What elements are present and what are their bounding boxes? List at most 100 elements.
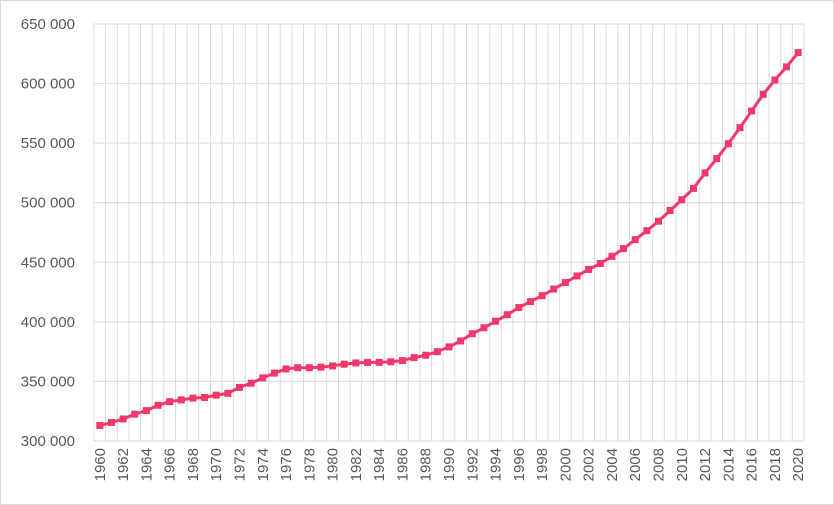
- data-point-marker: [748, 107, 756, 115]
- x-tick-label: 1966: [162, 448, 179, 481]
- x-tick-label: 2014: [720, 448, 737, 481]
- data-point-marker: [445, 343, 453, 351]
- x-tick-label: 1988: [418, 448, 435, 481]
- data-point-marker: [201, 394, 209, 402]
- x-tick-label: 1964: [138, 448, 155, 481]
- y-tick-label: 600 000: [21, 76, 75, 93]
- y-tick-label: 650 000: [21, 16, 75, 33]
- x-tick-label: 1998: [534, 448, 551, 481]
- x-tick-label: 2018: [767, 448, 784, 481]
- x-tick-label: 1980: [325, 448, 342, 481]
- data-point-marker: [433, 348, 441, 356]
- data-point-marker: [620, 245, 628, 253]
- data-point-marker: [526, 298, 534, 306]
- data-point-marker: [503, 311, 511, 319]
- x-tick-label: 2006: [627, 448, 644, 481]
- data-point-marker: [655, 217, 663, 225]
- data-point-marker: [608, 252, 616, 260]
- data-point-marker: [422, 351, 430, 359]
- data-point-marker: [573, 272, 581, 280]
- data-point-marker: [468, 330, 476, 338]
- data-point-marker: [119, 415, 127, 423]
- data-point-marker: [492, 317, 500, 325]
- data-point-marker: [538, 292, 546, 300]
- data-point-marker: [224, 389, 232, 397]
- y-tick-label: 450 000: [21, 254, 75, 271]
- x-tick-label: 2016: [744, 448, 761, 481]
- data-point-marker: [305, 364, 313, 372]
- x-tick-label: 1982: [348, 448, 365, 481]
- data-point-marker: [596, 259, 604, 267]
- data-point-marker: [666, 206, 674, 214]
- x-tick-label: 2020: [790, 448, 807, 481]
- data-point-marker: [352, 359, 360, 367]
- data-point-marker: [515, 304, 523, 312]
- x-tick-label: 1994: [488, 448, 505, 481]
- data-point-marker: [398, 357, 406, 365]
- x-tick-label: 2012: [697, 448, 714, 481]
- data-point-marker: [166, 398, 174, 406]
- x-tick-label: 1992: [464, 448, 481, 481]
- x-tick-label: 1960: [92, 448, 109, 481]
- x-tick-label: 1974: [255, 448, 272, 481]
- data-point-marker: [364, 358, 372, 366]
- x-tick-label: 1990: [441, 448, 458, 481]
- data-point-marker: [317, 363, 325, 371]
- data-point-marker: [294, 364, 302, 372]
- data-point-marker: [457, 337, 465, 345]
- data-point-marker: [96, 422, 104, 430]
- y-tick-label: 400 000: [21, 314, 75, 331]
- x-tick-label: 1976: [278, 448, 295, 481]
- x-tick-label: 1972: [231, 448, 248, 481]
- data-point-marker: [480, 324, 488, 332]
- y-tick-label: 350 000: [21, 373, 75, 390]
- x-tick-label: 1996: [511, 448, 528, 481]
- y-tick-label: 300 000: [21, 433, 75, 450]
- data-point-marker: [689, 184, 697, 192]
- data-point-marker: [282, 365, 290, 373]
- x-tick-label: 2004: [604, 448, 621, 481]
- x-tick-label: 2010: [674, 448, 691, 481]
- x-tick-label: 2008: [651, 448, 668, 481]
- data-point-marker: [142, 407, 150, 415]
- x-tick-label: 1968: [185, 448, 202, 481]
- data-point-marker: [794, 49, 802, 57]
- data-point-marker: [270, 369, 278, 377]
- data-point-marker: [375, 358, 383, 366]
- x-tick-label: 1978: [301, 448, 318, 481]
- data-point-marker: [713, 155, 721, 163]
- y-tick-label: 500 000: [21, 195, 75, 212]
- data-point-marker: [107, 419, 115, 427]
- x-tick-label: 1984: [371, 448, 388, 481]
- data-point-marker: [259, 374, 267, 382]
- x-tick-label: 2002: [581, 448, 598, 481]
- data-point-marker: [759, 90, 767, 98]
- data-point-marker: [631, 236, 639, 244]
- data-point-marker: [783, 63, 791, 71]
- data-point-marker: [387, 358, 395, 366]
- data-point-marker: [212, 391, 220, 399]
- data-point-marker: [771, 76, 779, 84]
- data-point-marker: [177, 396, 185, 404]
- data-point-marker: [736, 124, 744, 132]
- data-point-marker: [235, 383, 243, 391]
- data-point-marker: [643, 227, 651, 235]
- y-tick-label: 550 000: [21, 135, 75, 152]
- data-point-marker: [189, 394, 197, 402]
- data-point-marker: [329, 362, 337, 370]
- x-tick-label: 1986: [394, 448, 411, 481]
- data-point-marker: [701, 169, 709, 177]
- data-point-marker: [561, 279, 569, 287]
- x-tick-label: 1970: [208, 448, 225, 481]
- data-point-marker: [247, 379, 255, 387]
- data-point-marker: [154, 401, 162, 409]
- data-point-marker: [724, 140, 732, 148]
- series-line: [99, 51, 800, 427]
- data-point-marker: [678, 196, 686, 204]
- data-point-marker: [131, 410, 139, 418]
- data-point-marker: [550, 285, 558, 293]
- data-point-marker: [410, 354, 418, 362]
- data-point-marker: [585, 265, 593, 273]
